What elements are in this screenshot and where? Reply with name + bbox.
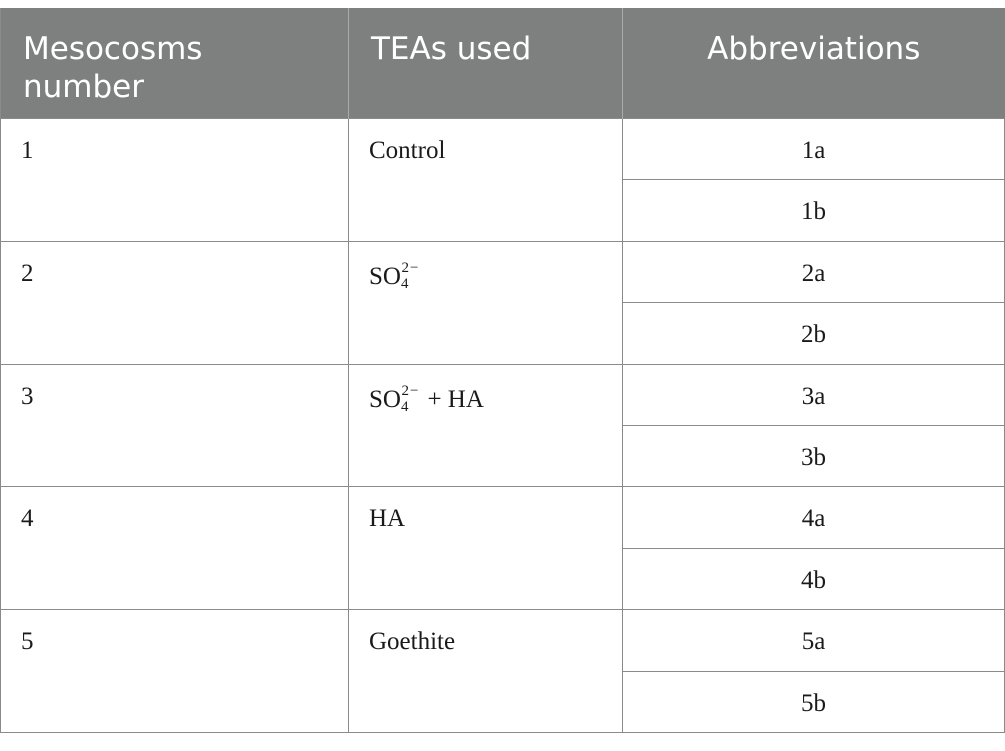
table: Mesocosms number TEAs used Abbreviations… [0,8,1005,733]
header-abbreviations: Abbreviations [622,8,1005,119]
header-teas-used: TEAs used [348,8,623,119]
header-col1-line2: number [23,69,144,105]
mesocosm-number-cell: 2 [0,240,349,365]
table-row: 4 HA 4a [0,486,1005,611]
tea-formula-subscript: 4 [400,275,409,292]
abbreviation-cell: 2b [622,302,1005,365]
abbreviation-cell: 1b [622,179,1005,242]
abbreviation-cell: 2a [622,240,1005,304]
abbreviation-cell: 4a [622,486,1005,549]
mesocosm-number-cell: 4 [0,486,349,611]
tea-cell: Control [348,118,623,242]
table-row: 2b [1,302,1005,365]
tea-formula-base: SO [369,262,401,290]
tea-formula-superscript: 2− [401,259,420,276]
table-row: 1 Control 1a [0,117,1005,242]
table-row: 2 SO42− 2a [0,240,1005,365]
abbreviation-cell: 5b [622,670,1005,733]
mesocosm-table: Mesocosms number TEAs used Abbreviations… [0,8,1005,733]
tea-formula-subscript: 4 [400,398,409,415]
table-row: 3 SO42− + HA 3a [0,363,1005,488]
tea-formula-superscript: 2− [401,382,420,399]
abbreviation-cell: 1a [622,117,1005,181]
tea-cell: SO42− [348,240,623,365]
mesocosm-number-cell: 1 [0,118,349,242]
mesocosm-number-cell: 3 [0,363,349,488]
abbreviation-cell: 3a [622,363,1005,426]
table-row: 3b [1,424,1005,488]
header-mesocosms-number: Mesocosms number [0,8,349,119]
tea-cell: Goethite [348,609,623,733]
abbreviation-cell: 4b [622,547,1005,611]
tea-cell: HA [348,486,623,611]
header-row: Mesocosms number TEAs used Abbreviations [0,8,1005,119]
table-row: 5b [1,670,1005,733]
abbreviation-cell: 5a [622,609,1005,672]
tea-formula-suffix: + HA [427,385,484,413]
table-row: 5 Goethite 5a [0,609,1005,733]
mesocosm-number-cell: 5 [0,609,349,733]
abbreviation-cell: 3b [622,424,1005,488]
table-row: 1b [1,179,1005,242]
tea-cell: SO42− + HA [348,363,623,488]
tea-formula-base: SO [369,385,401,413]
header-col1-line1: Mesocosms [23,31,203,67]
